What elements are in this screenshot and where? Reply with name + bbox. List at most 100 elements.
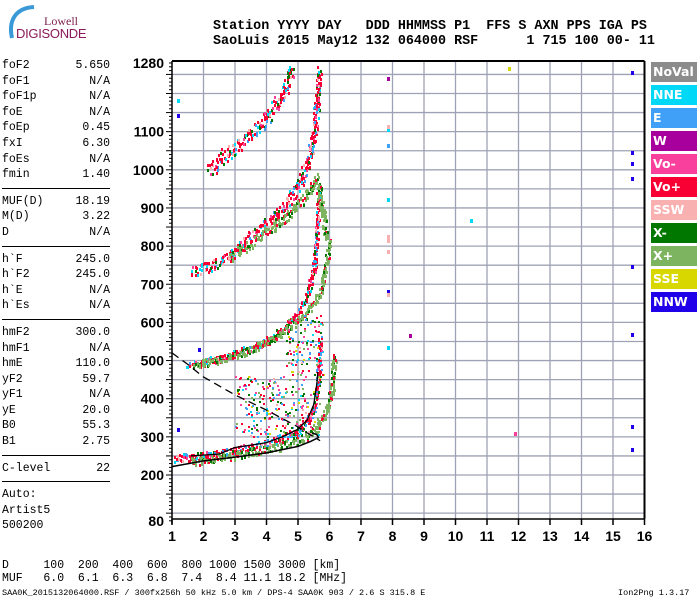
echo-point	[328, 260, 330, 263]
echo-point	[222, 256, 224, 259]
echo-point	[228, 258, 230, 261]
echo-point	[221, 161, 223, 164]
echo-point	[302, 199, 304, 202]
echo-point	[387, 77, 390, 81]
echo-point	[206, 456, 208, 459]
echo-point	[288, 212, 290, 215]
param-name: hmF1	[2, 341, 30, 355]
echo-point	[222, 355, 224, 358]
echo-point	[323, 414, 325, 417]
echo-point	[333, 354, 335, 357]
echo-point	[303, 204, 305, 207]
echo-point	[259, 122, 261, 125]
echo-point	[304, 315, 306, 317]
echo-point	[263, 403, 265, 405]
echo-point	[319, 424, 321, 427]
echo-point	[289, 379, 291, 381]
echo-point	[309, 166, 311, 169]
param-name: C-level	[2, 461, 51, 475]
param-value: N/A	[89, 105, 110, 119]
echo-point	[246, 347, 248, 350]
echo-point	[256, 134, 258, 137]
echo-point	[293, 198, 295, 201]
param-name: hmE	[2, 357, 23, 371]
echo-point	[317, 91, 319, 94]
echo-point	[304, 169, 306, 172]
x-tick-label: 12	[511, 528, 527, 544]
echo-point	[228, 256, 230, 259]
echo-point	[207, 164, 209, 167]
echo-point	[320, 70, 322, 73]
echo-point	[199, 464, 201, 467]
echo-point	[199, 364, 201, 367]
echo-point	[273, 382, 275, 384]
echo-point	[226, 448, 228, 451]
echo-point	[272, 399, 274, 401]
echo-point	[315, 179, 317, 182]
echo-point	[333, 387, 335, 390]
echo-point	[314, 106, 316, 109]
echo-point	[296, 187, 298, 190]
echo-point	[631, 162, 634, 166]
echo-point	[232, 251, 234, 254]
echo-point	[227, 154, 229, 157]
param-value: 6.30	[82, 136, 110, 150]
echo-point	[251, 447, 253, 450]
param-name: foE	[2, 105, 23, 119]
echo-point	[257, 383, 259, 385]
echo-point	[312, 334, 314, 336]
echo-point	[333, 356, 335, 359]
echo-point	[273, 222, 275, 225]
param-value: 3.22	[82, 210, 110, 224]
echo-point	[282, 329, 284, 332]
echo-point	[331, 383, 333, 386]
echo-point	[241, 423, 243, 425]
x-tick-label: 7	[357, 528, 365, 544]
profile-dashed-line	[171, 352, 321, 442]
echo-point	[259, 127, 261, 130]
param-name: h`E	[2, 283, 23, 297]
echo-point	[328, 410, 330, 413]
echo-point	[307, 419, 309, 422]
echo-point	[317, 198, 319, 201]
echo-point	[310, 306, 312, 309]
echo-point	[317, 187, 319, 190]
echo-point	[318, 192, 320, 195]
echo-point	[290, 444, 292, 447]
echo-point	[300, 433, 302, 435]
echo-point	[316, 364, 318, 366]
echo-point	[296, 182, 298, 185]
echo-point	[286, 391, 288, 393]
echo-point	[272, 387, 274, 389]
echo-point	[271, 231, 273, 234]
echo-point	[251, 397, 253, 399]
echo-point	[234, 459, 236, 462]
echo-point	[215, 457, 217, 460]
echo-point	[248, 129, 250, 132]
echo-point	[238, 142, 240, 145]
echo-point	[631, 333, 634, 337]
echo-point	[199, 457, 201, 460]
echo-point	[316, 294, 318, 297]
echo-point	[272, 217, 274, 220]
echo-point	[237, 244, 239, 247]
param-name: yE	[2, 403, 16, 417]
y-tick-label: 200	[141, 467, 165, 483]
echo-point	[314, 302, 316, 305]
echo-point	[261, 119, 263, 122]
echo-point	[224, 449, 226, 452]
echo-point	[201, 269, 203, 272]
echo-point	[207, 169, 209, 172]
echo-point	[290, 322, 292, 324]
echo-point	[214, 357, 216, 360]
echo-point	[325, 227, 327, 230]
echo-point	[277, 103, 279, 106]
echo-point	[315, 94, 317, 97]
echo-point	[310, 182, 312, 185]
param-row: h`F 245.0	[2, 252, 110, 268]
echo-point	[256, 234, 258, 237]
echo-point	[293, 354, 295, 356]
echo-point	[250, 241, 252, 244]
echo-point	[310, 322, 312, 324]
echo-point	[302, 304, 304, 307]
